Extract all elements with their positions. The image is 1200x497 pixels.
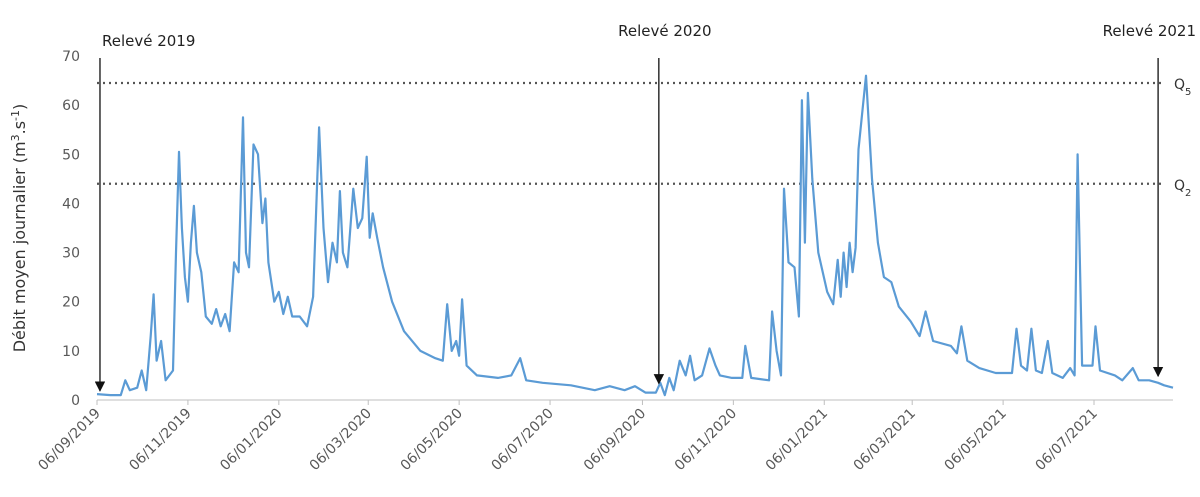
x-tick-label: 06/11/2019 (126, 406, 194, 474)
y-tick-label: 40 (62, 196, 80, 212)
y-tick-label: 50 (62, 147, 80, 163)
y-tick-label: 60 (62, 98, 80, 114)
y-label-part: -1 (9, 110, 22, 121)
x-tick-label: 06/03/2021 (851, 406, 919, 474)
annotation-label: Relevé 2019 (102, 32, 195, 50)
y-axis-label: Débit moyen journalier (m3.s-1) (9, 104, 30, 353)
x-tick-label: 06/07/2020 (489, 406, 557, 474)
reference-label: Q2 (1174, 178, 1191, 199)
y-label-part: 3 (9, 134, 22, 141)
annotation-label: Relevé 2020 (618, 22, 711, 40)
y-tick-label: 30 (62, 246, 80, 262)
y-label-part: .s (10, 121, 29, 134)
annotation-label: Relevé 2021 (1103, 22, 1196, 40)
y-tick-label: 70 (62, 49, 80, 65)
x-tick-label: 06/03/2020 (307, 406, 375, 474)
x-tick-label: 06/07/2021 (1032, 406, 1100, 474)
x-tick-label: 06/05/2020 (398, 406, 466, 474)
x-tick-label: 06/11/2020 (672, 406, 740, 474)
y-label-part: ) (10, 104, 29, 110)
x-tick-label: 06/09/2020 (581, 406, 649, 474)
x-tick-label: 06/01/2021 (763, 406, 831, 474)
x-tick-label: 06/09/2019 (35, 406, 103, 474)
reference-label-sub: 5 (1185, 87, 1191, 98)
y-label-part: Débit moyen journalier (m (10, 141, 29, 352)
x-tick-label: 06/05/2021 (942, 406, 1010, 474)
reference-label-sub: 2 (1185, 187, 1191, 198)
data-line (96, 74, 1174, 397)
reference-label-main: Q (1174, 77, 1185, 93)
reference-label: Q5 (1174, 77, 1191, 98)
y-tick-label: 10 (62, 344, 80, 360)
x-tick-label: 06/01/2020 (217, 406, 285, 474)
y-tick-label: 0 (71, 393, 80, 409)
y-tick-label: 20 (62, 295, 80, 311)
reference-label-main: Q (1174, 178, 1185, 194)
